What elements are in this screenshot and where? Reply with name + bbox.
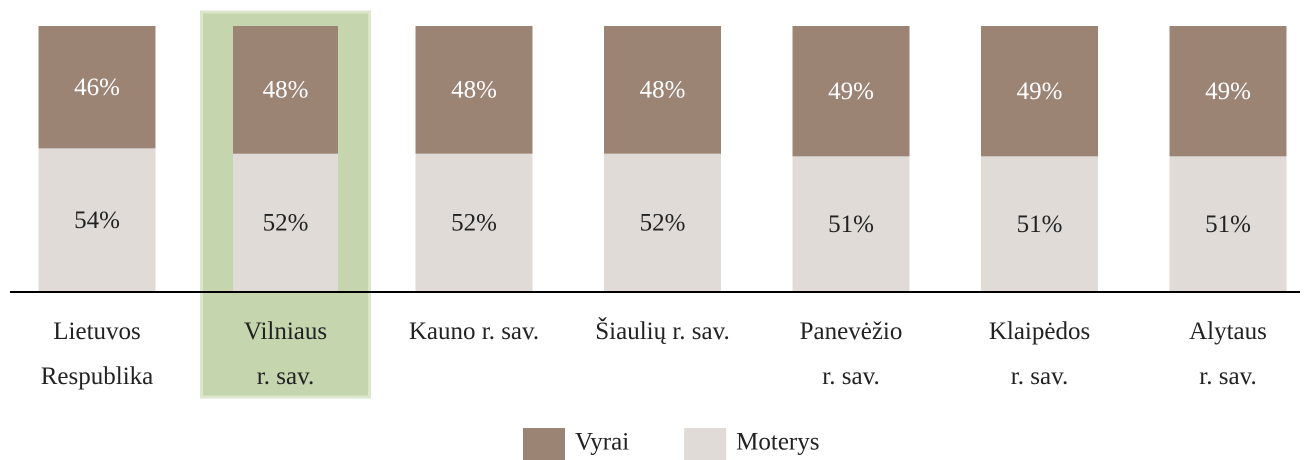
- x-tick-label-line: r. sav.: [1011, 363, 1068, 390]
- bar-segment: [415, 26, 533, 154]
- value-label: 48%: [263, 77, 309, 104]
- x-tick-label: Alytaus r. sav.: [1189, 318, 1267, 390]
- x-tick-label: Lietuvos Respublika: [41, 318, 154, 390]
- x-tick-label-line: Kauno r. sav.: [409, 318, 539, 345]
- legend-swatch: [684, 428, 727, 460]
- x-tick-label-line: Respublika: [41, 363, 154, 390]
- legend-swatch: [523, 428, 565, 460]
- bar-segment: [981, 156, 1098, 292]
- bar-segment: [1169, 26, 1287, 157]
- x-tick-label-line: Vilniaus: [244, 318, 327, 345]
- bar-segment: [38, 26, 156, 149]
- value-label: 46%: [74, 74, 120, 101]
- value-label: 49%: [1017, 78, 1063, 105]
- bar-segment: [981, 26, 1098, 157]
- x-tick-label: Vilniaus r. sav.: [244, 318, 327, 390]
- value-label: 48%: [451, 77, 497, 104]
- bar-segment: [233, 153, 338, 292]
- bar-segment: [38, 148, 156, 292]
- value-label: 52%: [263, 210, 309, 237]
- bar-segment: [792, 26, 910, 157]
- value-label: 49%: [828, 78, 874, 105]
- x-tick-label-line: r. sav.: [257, 363, 314, 390]
- bar-segment: [1169, 156, 1287, 292]
- bar-segment: [792, 156, 910, 292]
- x-tick-label-line: Šiaulių r. sav.: [595, 316, 730, 345]
- x-tick-label: Panevėžio r. sav.: [800, 318, 903, 390]
- x-tick-label-line: Klaipėdos: [989, 318, 1090, 345]
- bar-segment: [604, 26, 721, 154]
- x-tick-label: Klaipėdos r. sav.: [989, 318, 1090, 390]
- bar-segment: [415, 153, 533, 292]
- value-label: 49%: [1205, 78, 1251, 105]
- value-label: 52%: [640, 210, 686, 237]
- x-tick-label: Kauno r. sav.: [409, 318, 539, 345]
- value-label: 48%: [640, 77, 686, 104]
- value-label: 51%: [1205, 211, 1251, 238]
- bar-segment: [233, 26, 338, 154]
- x-tick-label: Šiaulių r. sav.: [595, 316, 730, 345]
- x-tick-label-line: Lietuvos: [53, 318, 141, 345]
- x-tick-label-line: r. sav.: [822, 363, 879, 390]
- bar-segment: [604, 153, 721, 292]
- value-label: 51%: [828, 211, 874, 238]
- x-tick-label-line: Alytaus: [1189, 318, 1267, 345]
- legend-label: Moterys: [736, 429, 819, 456]
- value-label: 54%: [74, 207, 120, 234]
- x-tick-label-line: r. sav.: [1199, 363, 1256, 390]
- x-tick-label-line: Panevėžio: [800, 318, 903, 345]
- value-label: 51%: [1017, 211, 1063, 238]
- value-label: 52%: [451, 210, 497, 237]
- legend-label: Vyrai: [575, 429, 629, 456]
